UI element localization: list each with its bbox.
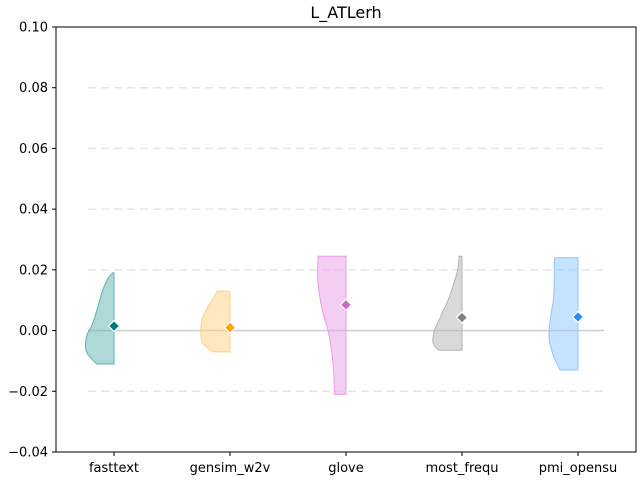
violins: [84, 255, 579, 395]
chart-title: L_ATLerh: [310, 3, 381, 23]
x-axis-ticks: fasttext gensim_w2v glove most_frequ pmi_ope…: [89, 452, 617, 476]
violin-gensim_w2v: [200, 290, 231, 353]
x-tick-label: most_frequ: [425, 461, 498, 476]
y-tick-label: 0.06: [19, 142, 48, 157]
y-axis-ticks: −0.04 −0.02 0.00 0.02 0.04 0.06 0.08 0.10: [8, 21, 56, 461]
y-tick-label: 0.00: [19, 324, 48, 339]
violin-pmi_opensu: [548, 257, 579, 371]
y-tick-label: 0.04: [19, 203, 48, 218]
mean-markers: [107, 298, 585, 334]
mean-marker-fasttext: [107, 319, 121, 333]
y-tick-label: 0.10: [19, 21, 48, 36]
mean-marker-gensim_w2v: [223, 321, 237, 334]
x-tick-label: fasttext: [89, 461, 139, 476]
mean-marker-glove: [339, 298, 353, 312]
violin-fasttext: [84, 272, 115, 365]
y-tick-label: −0.02: [8, 385, 48, 400]
x-tick-label: pmi_opensu: [539, 461, 617, 476]
x-tick-label: gensim_w2v: [190, 461, 271, 476]
violin-most_frequ: [432, 255, 463, 351]
y-tick-label: 0.02: [19, 263, 48, 278]
x-tick-label: glove: [328, 461, 364, 476]
y-tick-label: 0.08: [19, 81, 48, 96]
y-tick-label: −0.04: [8, 446, 48, 461]
grid-lines: [88, 86, 604, 393]
violin-glove: [317, 255, 347, 395]
mean-marker-pmi_opensu: [571, 310, 585, 324]
mean-marker-most_frequ: [455, 311, 469, 324]
